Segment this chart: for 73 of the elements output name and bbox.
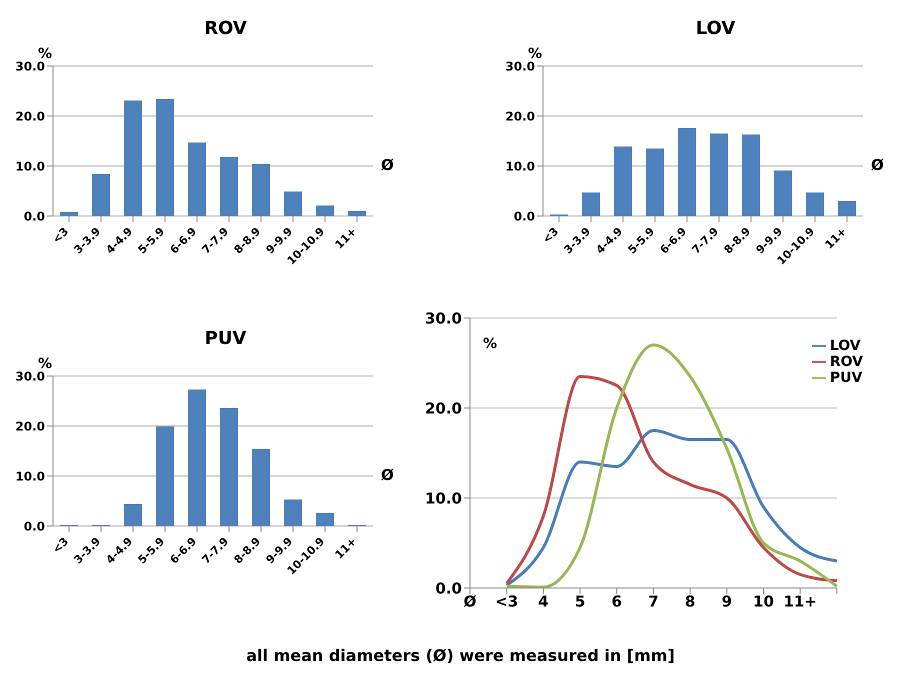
y-tick-label: 10.0 [15, 159, 45, 174]
text: all mean diameters (Ø) were measured in [mm] [245, 646, 676, 665]
x-tick-label: 11+ [332, 534, 360, 562]
bar [838, 201, 856, 216]
x-tick-label: 7 [648, 592, 659, 611]
x-axis-title: Ø [381, 466, 394, 484]
bar [156, 99, 174, 216]
x-axis-title: Ø [871, 156, 884, 174]
x-tick-label: 11+ [332, 224, 360, 252]
bar [188, 142, 206, 216]
y-tick-label: 10.0 [424, 489, 462, 508]
y-tick-label: 30.0 [15, 369, 45, 384]
x-tick-label: 4 [538, 592, 549, 611]
y-tick-label: 30.0 [424, 309, 462, 328]
bar [316, 206, 334, 216]
x-tick-label: <3 [50, 224, 72, 246]
y-tick-label: 10.0 [15, 469, 45, 484]
x-axis-title: Ø [381, 156, 394, 174]
bar [742, 134, 760, 216]
y-axis-title: % [528, 46, 542, 62]
x-tick-label: Ø [464, 592, 477, 611]
y-tick-label: 20.0 [15, 109, 45, 124]
bar [582, 192, 600, 216]
x-tick-label: 9 [722, 592, 732, 611]
x-tick-label: <3 [495, 592, 518, 611]
bar [774, 170, 792, 216]
x-tick-label: 11+ [783, 592, 817, 611]
x-tick-label: 8 [684, 592, 696, 611]
bar [220, 408, 238, 526]
x-tick-label: 5 [574, 592, 586, 611]
bar [124, 504, 142, 526]
y-tick-label: 0.0 [435, 579, 462, 598]
y-tick-label: 20.0 [15, 419, 45, 434]
bar [124, 100, 142, 216]
chart-title: LOV [694, 18, 736, 41]
bar [678, 128, 696, 216]
bar [710, 134, 728, 216]
y-tick-label: 0.0 [514, 209, 535, 224]
x-tick-label: <3 [540, 224, 562, 246]
legend-label: PUV [830, 370, 862, 386]
bar [252, 449, 270, 526]
bar [156, 426, 174, 526]
y-tick-label: 20.0 [505, 109, 535, 124]
bar [646, 148, 664, 216]
bar [614, 146, 632, 216]
bar [806, 192, 824, 216]
chart-title: PUV [204, 328, 248, 351]
y-axis-title: % [38, 46, 52, 62]
x-tick-label: 11+ [822, 224, 850, 252]
y-tick-label: 10.0 [505, 159, 535, 174]
y-tick-label: 20.0 [424, 399, 462, 418]
y-tick-label: 0.0 [24, 519, 45, 534]
line-series [505, 429, 838, 587]
bar [284, 500, 302, 526]
bar [60, 212, 78, 216]
y-axis-title: % [38, 356, 52, 372]
bar [92, 174, 110, 216]
y-axis-title: % [483, 336, 498, 352]
chart-title: ROV [203, 18, 248, 41]
legend-label: LOV [830, 338, 861, 354]
bar [316, 513, 334, 526]
x-tick-label: <3 [50, 534, 72, 556]
y-tick-label: 0.0 [24, 209, 45, 224]
bar [220, 157, 238, 216]
x-tick-label: 10 [753, 592, 774, 611]
bar [348, 211, 366, 216]
y-tick-label: 30.0 [15, 59, 45, 74]
y-tick-label: 30.0 [505, 59, 535, 74]
bar [252, 164, 270, 216]
legend-label: ROV [830, 354, 863, 370]
bar [284, 192, 302, 216]
x-tick-label: 6 [612, 592, 622, 611]
bar [188, 390, 206, 526]
